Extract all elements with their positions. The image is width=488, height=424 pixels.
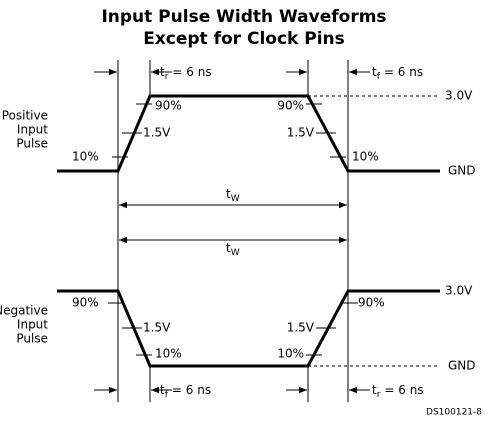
pulse-width: tW bbox=[226, 241, 240, 258]
level-label: 1.5V bbox=[143, 126, 171, 140]
level-ticks bbox=[108, 302, 358, 356]
level-label: 90% bbox=[358, 296, 385, 310]
rise-time: tr = 6 ns bbox=[372, 383, 424, 400]
positive-waveform bbox=[57, 94, 440, 173]
level-label: 10% bbox=[72, 150, 99, 164]
level-label: 1.5V bbox=[287, 126, 315, 140]
timing-arrows bbox=[94, 68, 370, 209]
side-label: Input bbox=[17, 318, 48, 332]
level-label: 90% bbox=[72, 296, 99, 310]
title: Except for Clock Pins bbox=[143, 29, 345, 49]
fall-time: tf = 6 ns bbox=[160, 383, 211, 400]
rise-time: tr = 6 ns bbox=[160, 65, 212, 82]
side-label: Negative bbox=[0, 304, 48, 318]
level-label: 3.0V bbox=[445, 89, 473, 103]
timing-arrows bbox=[94, 236, 370, 394]
level-label: 10% bbox=[352, 150, 379, 164]
level-label: 3.0V bbox=[445, 284, 473, 298]
level-label: 1.5V bbox=[287, 321, 315, 335]
level-label: 10% bbox=[277, 347, 304, 361]
side-label: Input bbox=[17, 123, 48, 137]
level-ticks bbox=[112, 103, 346, 158]
fall-time: tf = 6 ns bbox=[372, 65, 423, 82]
level-label: GND bbox=[448, 359, 476, 373]
title: Input Pulse Width Waveforms bbox=[101, 7, 386, 27]
level-label: 1.5V bbox=[143, 321, 171, 335]
negative-waveform bbox=[57, 289, 440, 368]
side-label: Pulse bbox=[16, 332, 48, 346]
reference-lines bbox=[117, 60, 438, 402]
level-label: 90% bbox=[277, 99, 304, 113]
level-label: 90% bbox=[155, 99, 182, 113]
level-label: 10% bbox=[155, 347, 182, 361]
level-label: GND bbox=[448, 164, 476, 178]
side-label: Pulse bbox=[16, 137, 48, 151]
pulse-width: tW bbox=[226, 187, 240, 204]
figure-id: DS100121-8 bbox=[426, 408, 482, 418]
side-label: Positive bbox=[2, 109, 48, 123]
